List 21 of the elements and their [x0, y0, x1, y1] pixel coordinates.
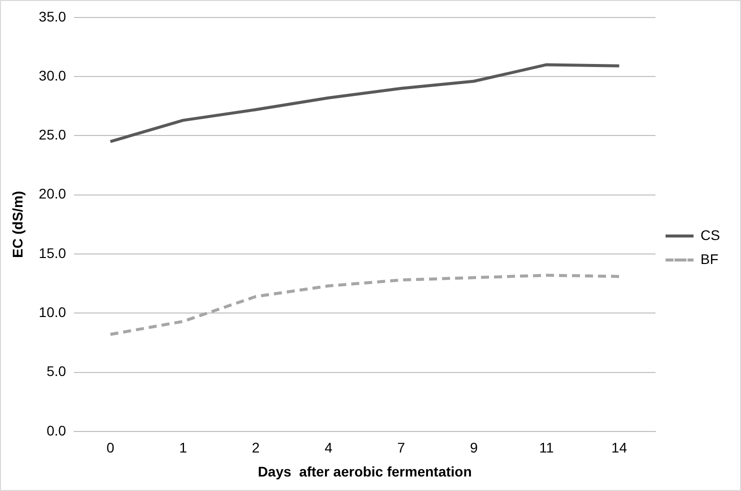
y-tick-label: 10.0: [38, 304, 66, 320]
x-tick-label: 7: [397, 440, 406, 456]
y-tick-label: 5.0: [46, 363, 66, 380]
y-tick-label: 0.0: [46, 422, 66, 438]
legend-label: CS: [700, 226, 720, 243]
x-tick-label: 0: [106, 440, 114, 456]
legend-label: BF: [700, 250, 718, 267]
y-tick-label: 25.0: [38, 126, 66, 143]
y-tick-label: 20.0: [38, 186, 66, 202]
x-tick-label: 9: [470, 440, 478, 456]
x-tick-label: 4: [324, 440, 333, 456]
line-series: [108, 274, 621, 336]
x-axis-title: Days after aerobic fermentation: [258, 463, 472, 480]
x-tick-label: 14: [611, 440, 628, 456]
y-tick-label: 35.0: [38, 8, 66, 24]
x-tick-label: 11: [539, 440, 554, 456]
y-tick-label: 15.0: [38, 244, 66, 261]
x-tick-label: 2: [252, 440, 260, 456]
y-tick-label: 30.0: [38, 67, 66, 84]
y-axis-title: EC (dS/m): [9, 190, 26, 258]
x-tick-label: 1: [179, 440, 188, 456]
